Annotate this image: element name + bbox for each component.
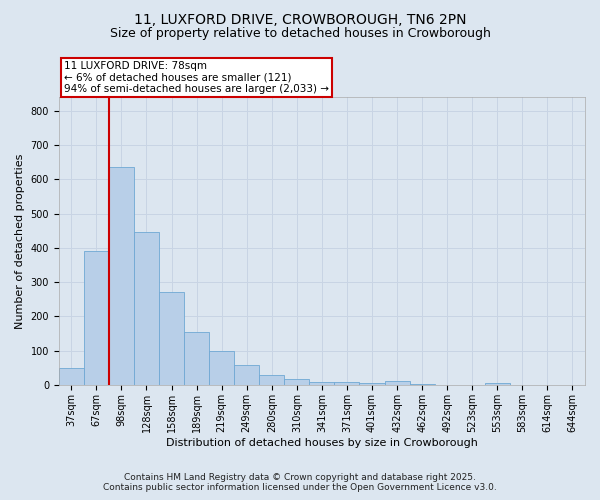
Y-axis label: Number of detached properties: Number of detached properties xyxy=(15,154,25,328)
Bar xyxy=(109,168,134,385)
Bar xyxy=(334,382,359,385)
Bar xyxy=(284,379,310,385)
Bar xyxy=(385,381,410,385)
Text: 11, LUXFORD DRIVE, CROWBOROUGH, TN6 2PN: 11, LUXFORD DRIVE, CROWBOROUGH, TN6 2PN xyxy=(134,12,466,26)
Bar xyxy=(234,366,259,385)
Bar xyxy=(84,252,109,385)
Bar xyxy=(184,332,209,385)
Bar xyxy=(209,350,234,385)
Bar xyxy=(485,382,510,385)
Bar xyxy=(159,292,184,385)
Bar xyxy=(310,382,334,385)
Text: Contains HM Land Registry data © Crown copyright and database right 2025.
Contai: Contains HM Land Registry data © Crown c… xyxy=(103,473,497,492)
Bar xyxy=(359,383,385,385)
Bar xyxy=(59,368,84,385)
Text: 11 LUXFORD DRIVE: 78sqm
← 6% of detached houses are smaller (121)
94% of semi-de: 11 LUXFORD DRIVE: 78sqm ← 6% of detached… xyxy=(64,61,329,94)
Bar xyxy=(410,384,434,385)
Bar xyxy=(259,374,284,385)
Bar xyxy=(134,232,159,385)
Text: Size of property relative to detached houses in Crowborough: Size of property relative to detached ho… xyxy=(110,28,490,40)
X-axis label: Distribution of detached houses by size in Crowborough: Distribution of detached houses by size … xyxy=(166,438,478,448)
